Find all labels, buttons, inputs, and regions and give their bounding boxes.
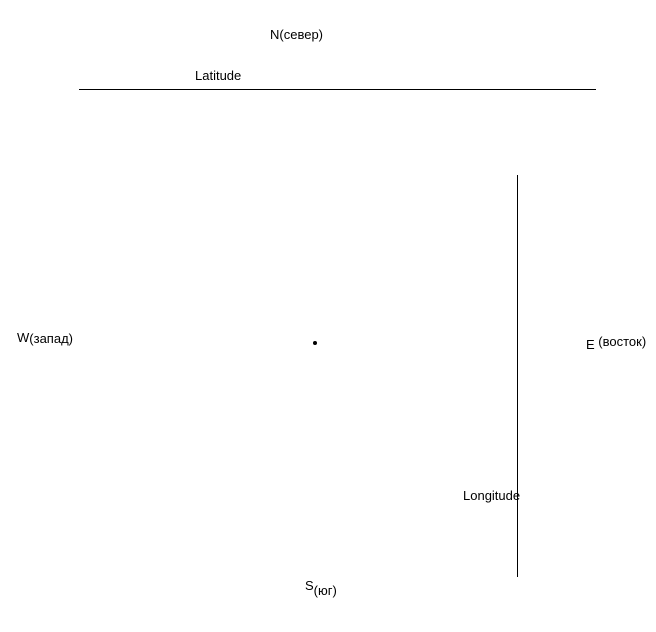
longitude-line: [517, 175, 518, 577]
latitude-label: Latitude: [195, 68, 242, 83]
north-russian: (север): [279, 27, 323, 42]
south-russian: (юг): [313, 583, 337, 598]
west-letter: W: [17, 330, 30, 345]
longitude-label: Longitude: [463, 488, 521, 503]
center-point: [313, 341, 317, 345]
south-label: S(юг): [305, 578, 337, 597]
north-label: N(север): [270, 28, 323, 41]
east-label: E (восток): [586, 335, 646, 352]
south-letter: S: [305, 578, 314, 593]
east-russian: (восток): [594, 334, 647, 349]
north-letter: N: [270, 27, 280, 42]
west-label: W(запад): [17, 330, 73, 346]
west-russian: (запад): [29, 331, 73, 346]
east-letter: E: [586, 337, 595, 352]
latitude-line: [79, 89, 596, 90]
